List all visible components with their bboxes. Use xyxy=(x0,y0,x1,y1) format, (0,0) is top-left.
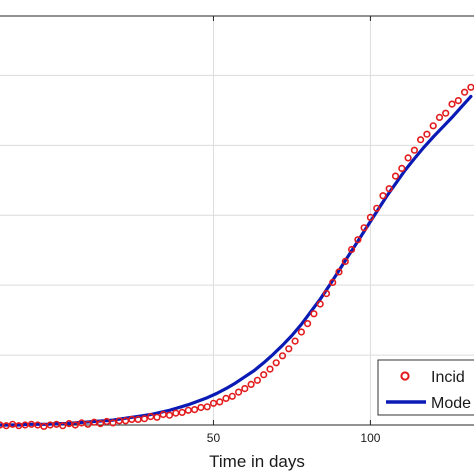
observed-point xyxy=(398,164,406,172)
observed-point xyxy=(59,422,67,430)
x-axis-label: Time in days xyxy=(209,452,305,471)
legend-label-observed: Incid xyxy=(431,369,465,386)
observed-point xyxy=(228,392,236,400)
observed-point xyxy=(335,268,343,276)
observed-point xyxy=(348,245,356,254)
observed-point xyxy=(140,415,148,423)
legend-label-model: Mode xyxy=(431,395,471,412)
observed-point xyxy=(410,146,419,154)
legend-marker-observed xyxy=(400,371,410,381)
observed-point xyxy=(429,122,437,130)
observed-point xyxy=(329,278,337,287)
observed-point xyxy=(40,422,48,431)
observed-point xyxy=(417,136,425,144)
observed-point xyxy=(241,385,249,393)
observed-point xyxy=(222,394,230,403)
x-tick-label-1: 100 xyxy=(360,431,380,445)
observed-point xyxy=(178,408,186,417)
observed-point xyxy=(253,376,261,384)
x-tick-label-0: 50 xyxy=(207,431,221,445)
observed-point xyxy=(90,418,98,426)
observed-point xyxy=(454,96,462,105)
series-observed xyxy=(0,83,474,431)
observed-point xyxy=(391,172,400,180)
observed-point xyxy=(373,204,381,212)
legend: Incid Mode xyxy=(377,359,474,416)
observed-point xyxy=(2,422,10,430)
observed-point xyxy=(435,113,444,121)
observed-point xyxy=(165,411,174,419)
observed-point xyxy=(71,421,79,429)
observed-point xyxy=(341,257,349,266)
observed-point xyxy=(310,310,318,318)
observed-point xyxy=(197,403,205,412)
observed-point xyxy=(385,185,393,193)
observed-point xyxy=(272,359,280,367)
observed-point xyxy=(354,236,362,244)
observed-point xyxy=(77,419,86,427)
observed-point xyxy=(103,417,111,426)
observed-point xyxy=(153,413,161,421)
observed-point xyxy=(184,406,192,414)
observed-point xyxy=(34,421,42,429)
observed-point xyxy=(260,371,268,379)
observed-point xyxy=(304,320,312,328)
observed-point xyxy=(448,100,456,108)
observed-point xyxy=(467,83,474,91)
observed-point xyxy=(461,88,469,96)
observed-point xyxy=(235,388,243,396)
observed-point xyxy=(109,419,117,427)
observed-point xyxy=(278,352,287,360)
observed-point xyxy=(285,345,293,353)
observed-point xyxy=(247,380,255,389)
observed-point xyxy=(9,420,17,428)
observed-point xyxy=(172,409,180,417)
legend-box xyxy=(377,359,474,416)
tick-marks xyxy=(212,16,371,425)
observed-point xyxy=(96,420,105,428)
observed-point xyxy=(65,420,73,428)
observed-point xyxy=(191,406,199,414)
observed-point xyxy=(52,420,61,428)
observed-point xyxy=(209,399,218,407)
observed-point xyxy=(379,192,387,200)
observed-point xyxy=(216,398,224,406)
observed-point xyxy=(360,224,368,232)
observed-point xyxy=(322,290,331,298)
observed-point xyxy=(442,109,450,117)
observed-point xyxy=(203,403,211,411)
observed-point xyxy=(404,154,412,162)
observed-point xyxy=(121,417,130,425)
observed-point xyxy=(291,337,299,345)
observed-point xyxy=(297,328,306,336)
observed-point xyxy=(316,300,324,308)
tick-labels: 50 100 xyxy=(207,431,381,445)
observed-point xyxy=(266,365,274,373)
grid-lines xyxy=(0,16,474,425)
observed-point xyxy=(366,213,375,221)
observed-point xyxy=(423,130,431,138)
observed-point xyxy=(84,420,92,428)
